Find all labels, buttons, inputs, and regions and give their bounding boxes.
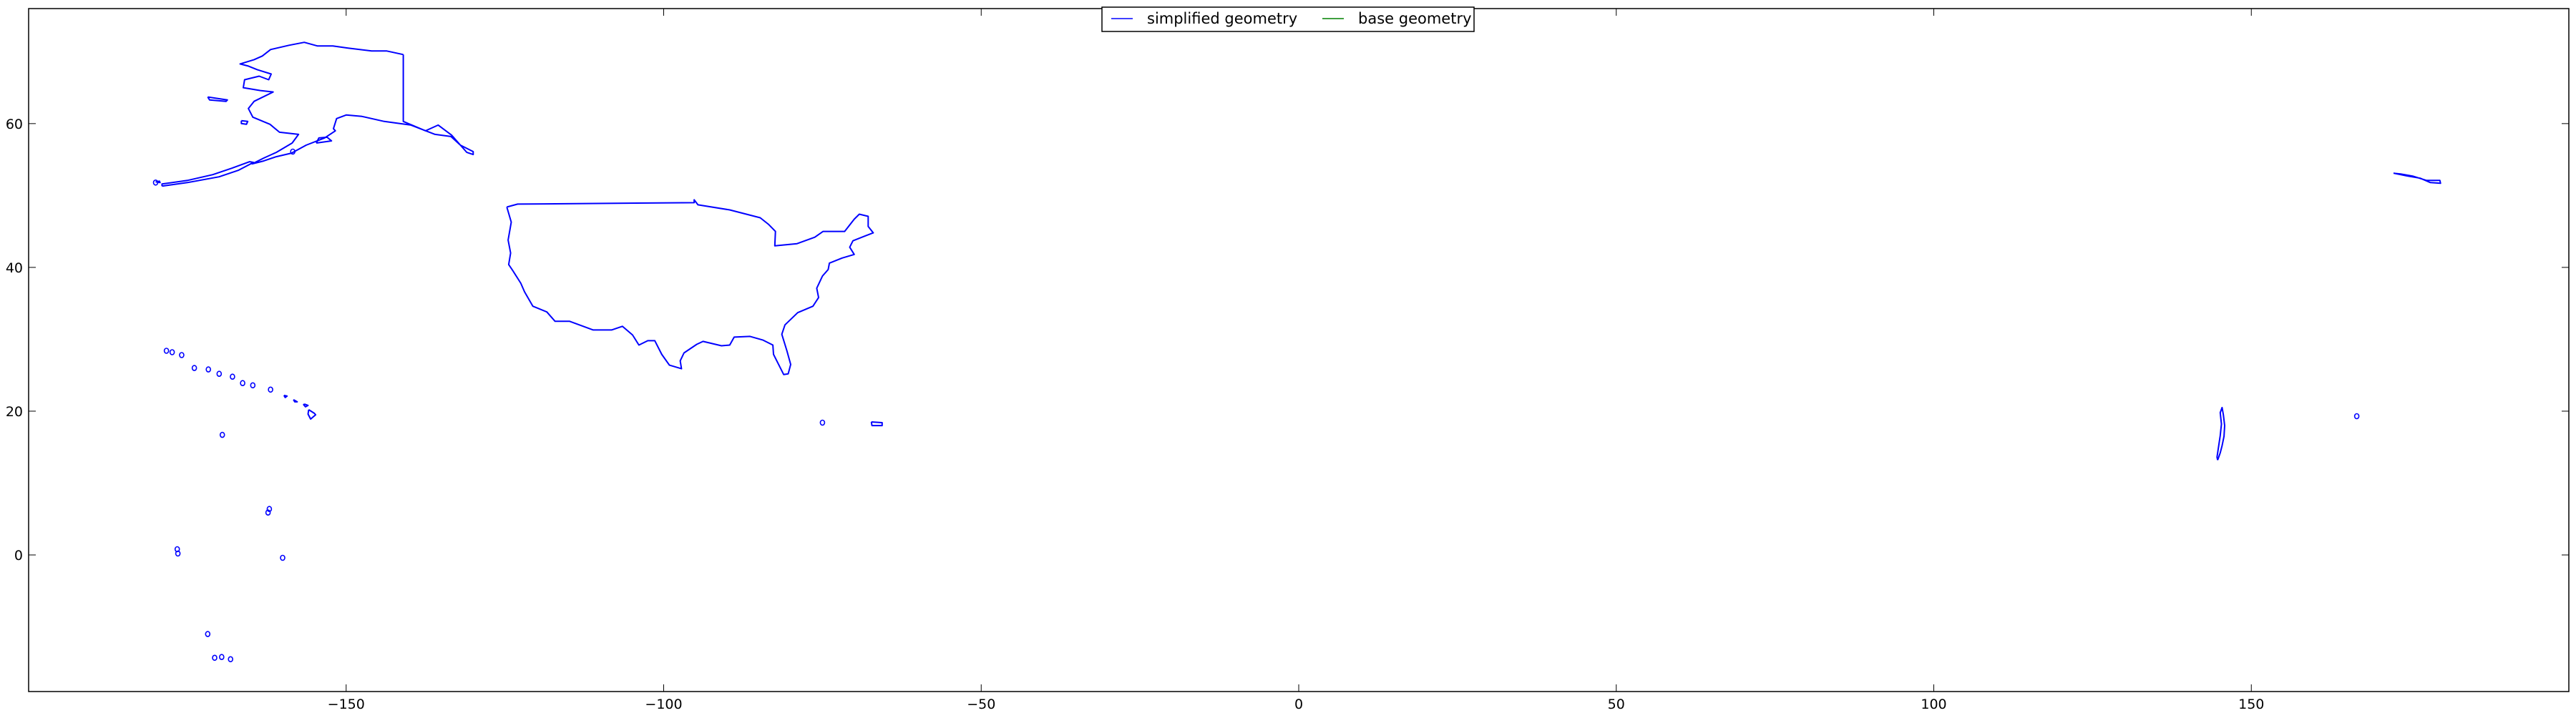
islet-outline-20 [819, 419, 826, 426]
y-tick-label: 40 [6, 260, 23, 276]
legend-label-simplified-geometry: simplified geometry [1147, 10, 1297, 27]
outline-guam-and-northern-marianas [2216, 406, 2225, 461]
outline-maui [303, 403, 309, 408]
outline-big-island [307, 409, 317, 420]
islet-outline-19 [228, 656, 234, 663]
series-layer [152, 41, 2441, 663]
outline-aleutians-across-dateline [2393, 172, 2441, 185]
outline-alaska [239, 41, 474, 165]
x-tick-label: −100 [645, 697, 682, 712]
islet-outline-7 [240, 380, 245, 387]
islet-outline-11 [266, 506, 273, 513]
y-tick-label: 20 [6, 404, 23, 420]
islet-outline-21 [2353, 413, 2360, 420]
x-tick-label: 0 [1294, 697, 1303, 712]
outline-saint-lawrence-island [207, 96, 228, 102]
outline-oahu [293, 399, 298, 403]
x-tick-label: −50 [967, 697, 995, 712]
x-tick-label: 100 [1921, 697, 1946, 712]
y-tick-label: 0 [14, 548, 23, 564]
islet-outline-15 [280, 554, 286, 561]
islet-outline-0 [163, 348, 170, 354]
islet-outline-3 [191, 365, 197, 371]
islet-outline-23 [290, 148, 296, 155]
outline-kodiak-island [316, 136, 333, 144]
x-tick-label: 150 [2238, 697, 2264, 712]
x-tick-label: 50 [1608, 697, 1625, 712]
islet-outline-8 [250, 382, 256, 389]
y-tick-label: 60 [6, 117, 23, 132]
legend: simplified geometry base geometry [1101, 6, 1475, 32]
islet-outline-14 [175, 550, 181, 557]
islet-outline-9 [268, 386, 273, 393]
islet-outline-13 [174, 546, 180, 553]
outline-nunivak-island [240, 119, 249, 125]
islet-outline-17 [212, 654, 218, 662]
series-simplified-geometry [152, 41, 2441, 663]
islet-outline-18 [218, 654, 225, 661]
legend-label-base-geometry: base geometry [1358, 10, 1472, 27]
outline-contiguous-united-states [506, 199, 874, 375]
islet-outline-5 [216, 370, 223, 378]
ticks-layer: −150 −100 −50 0 50 100 150 0 20 40 60 [6, 9, 2569, 712]
islet-outline-6 [230, 373, 235, 380]
outline-aleutian-islands [161, 161, 255, 187]
islet-outline-1 [169, 349, 175, 355]
x-tick-label: −150 [328, 697, 365, 712]
islet-outline-12 [265, 509, 271, 516]
outline-puerto-rico [870, 421, 883, 427]
islet-outline-10 [219, 431, 225, 438]
islet-outline-2 [179, 352, 185, 358]
islet-outline-16 [205, 631, 211, 637]
legend-box [1101, 6, 1475, 32]
islet-outline-4 [205, 366, 212, 373]
outline-kauai [283, 394, 288, 398]
islet-outline-22 [152, 180, 159, 186]
